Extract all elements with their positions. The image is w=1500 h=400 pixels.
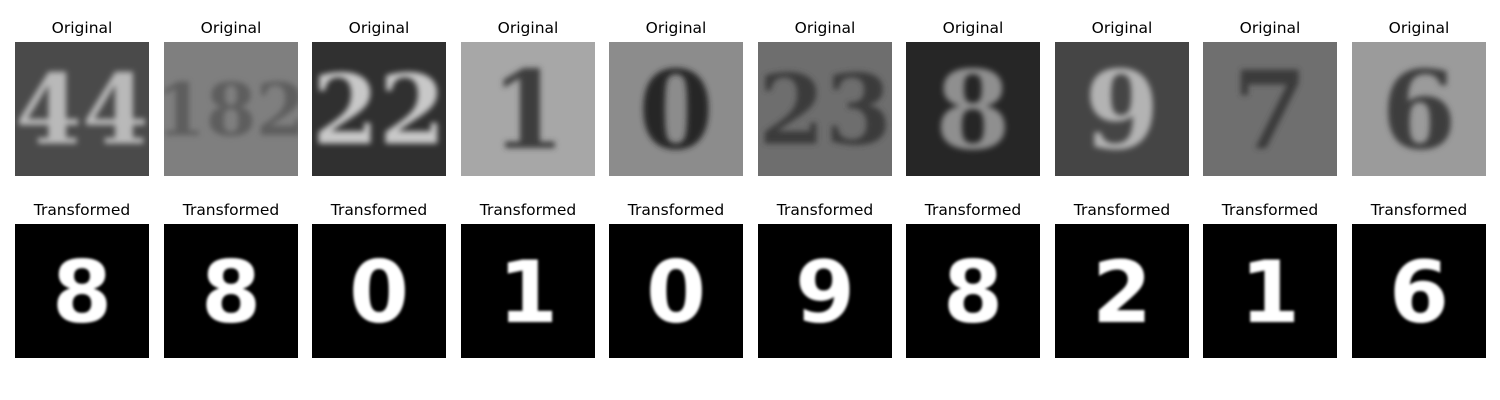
original-digit-5: 0 (638, 48, 713, 174)
original-image-6: 23 (758, 42, 892, 176)
original-digit-10: 6 (1381, 48, 1456, 174)
transformed-image-background (906, 224, 1040, 358)
original-image-1: 44 (15, 42, 149, 176)
original-image-5: 0 (609, 42, 743, 176)
transformed-digit-6: 9 (795, 243, 855, 343)
transformed-digit-4: 1 (498, 243, 558, 343)
transformed-title-2: Transformed (182, 201, 280, 219)
transformed-digit-3: 0 (349, 243, 409, 343)
original-title-3: Original (348, 19, 410, 37)
transformed-image-6: 9 (758, 224, 892, 358)
transformed-title-6: Transformed (776, 201, 874, 219)
original-image-2: 182 (164, 42, 298, 176)
transformed-image-2: 8 (164, 224, 298, 358)
transformed-image-9: 1 (1203, 224, 1337, 358)
transformed-title-4: Transformed (479, 201, 577, 219)
transformed-image-5: 0 (609, 224, 743, 358)
original-digit-3: 22 (312, 54, 446, 167)
transformed-image-background (758, 224, 892, 358)
transformed-title-3: Transformed (330, 201, 428, 219)
transformed-title-8: Transformed (1073, 201, 1171, 219)
transformed-title-9: Transformed (1221, 201, 1319, 219)
transformed-digit-9: 1 (1240, 243, 1300, 343)
transformed-image-3: 0 (312, 224, 446, 358)
original-digit-2: 182 (164, 67, 298, 152)
original-image-background (1203, 42, 1337, 176)
transformed-digit-2: 8 (201, 243, 261, 343)
original-image-background (461, 42, 595, 176)
original-image-background (906, 42, 1040, 176)
transformed-image-background (1203, 224, 1337, 358)
transformed-image-background (164, 224, 298, 358)
transformed-title-5: Transformed (627, 201, 725, 219)
original-title-6: Original (794, 19, 856, 37)
original-digit-6: 23 (758, 54, 892, 167)
original-image-10: 6 (1352, 42, 1486, 176)
transformed-digit-7: 8 (943, 243, 1003, 343)
transformed-title-1: Transformed (33, 201, 131, 219)
original-image-background (1055, 42, 1189, 176)
original-title-4: Original (497, 19, 559, 37)
original-image-3: 22 (312, 42, 446, 176)
transformed-image-1: 8 (15, 224, 149, 358)
original-digit-9: 7 (1232, 48, 1307, 174)
original-image-8: 9 (1055, 42, 1189, 176)
transformed-title-7: Transformed (924, 201, 1022, 219)
original-image-4: 1 (461, 42, 595, 176)
original-title-8: Original (1091, 19, 1153, 37)
transformed-image-10: 6 (1352, 224, 1486, 358)
transformed-digit-10: 6 (1389, 243, 1449, 343)
transformed-image-8: 2 (1055, 224, 1189, 358)
transformed-digit-5: 0 (646, 243, 706, 343)
transformed-digit-8: 2 (1092, 243, 1152, 343)
transformed-digit-1: 8 (52, 243, 112, 343)
transformed-image-background (1352, 224, 1486, 358)
original-title-5: Original (645, 19, 707, 37)
transformed-image-background (312, 224, 446, 358)
original-image-background (15, 42, 149, 176)
original-title-10: Original (1388, 19, 1450, 37)
transformed-image-background (1055, 224, 1189, 358)
original-title-1: Original (51, 19, 113, 37)
original-title-2: Original (200, 19, 262, 37)
original-image-background (758, 42, 892, 176)
original-title-9: Original (1239, 19, 1301, 37)
original-title-7: Original (942, 19, 1004, 37)
transformed-image-background (461, 224, 595, 358)
transformed-image-4: 1 (461, 224, 595, 358)
original-image-background (1352, 42, 1486, 176)
original-digit-8: 9 (1084, 48, 1159, 174)
original-image-background (609, 42, 743, 176)
original-image-7: 8 (906, 42, 1040, 176)
transformed-image-background (609, 224, 743, 358)
original-digit-1: 44 (15, 54, 149, 167)
transformed-image-7: 8 (906, 224, 1040, 358)
transformed-title-10: Transformed (1370, 201, 1468, 219)
original-image-9: 7 (1203, 42, 1337, 176)
original-image-background (164, 42, 298, 176)
transformed-image-background (15, 224, 149, 358)
original-image-background (312, 42, 446, 176)
original-digit-4: 1 (490, 48, 565, 174)
original-digit-7: 8 (935, 48, 1010, 174)
